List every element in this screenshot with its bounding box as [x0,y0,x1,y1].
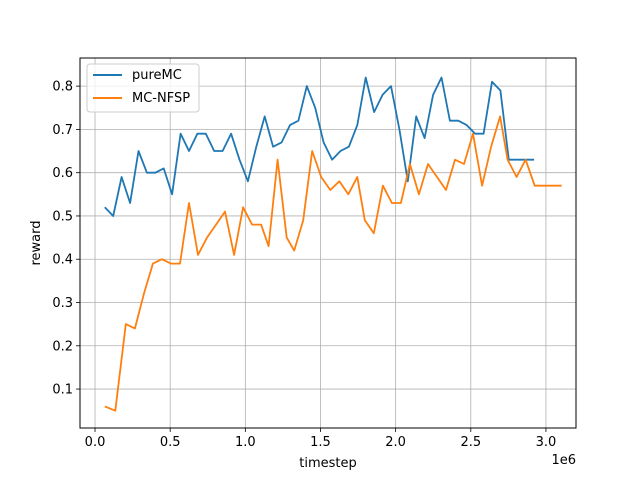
series-layer [104,76,562,412]
legend: pureMC MC-NFSP [86,63,200,113]
x-axis-label: timestep [299,456,357,471]
y-tick-label: 0.8 [52,80,73,95]
x-tick-label: 1.0 [235,435,256,450]
x-axis-ticks: 0.0 0.5 1.0 1.5 2.0 2.5 3.0 [85,428,557,450]
x-tick-label: 0.0 [85,435,106,450]
series-line-pureMC [104,76,535,217]
x-tick-label: 0.5 [160,435,181,450]
gridlines [80,58,576,428]
x-tick-label: 2.0 [385,435,406,450]
y-tick-label: 0.2 [52,339,73,354]
x-tick-label: 1.5 [310,435,331,450]
y-axis-ticks: 0.1 0.2 0.3 0.4 0.5 0.6 0.7 0.8 [52,80,80,398]
y-tick-label: 0.6 [52,166,73,181]
y-tick-label: 0.1 [52,383,73,398]
plot-area [80,58,576,428]
series-line-MC-NFSP [104,115,562,412]
legend-label-pureMC: pureMC [132,68,182,83]
plot-frame [79,57,577,429]
y-tick-label: 0.4 [52,253,73,268]
x-tick-label: 2.5 [460,435,481,450]
legend-label-MC-NFSP: MC-NFSP [132,91,190,106]
x-axis-offset-label: 1e6 [551,453,576,468]
y-tick-label: 0.3 [52,296,73,311]
x-tick-label: 3.0 [536,435,557,450]
y-tick-label: 0.7 [52,123,73,138]
y-tick-label: 0.5 [52,209,73,224]
y-axis-label: reward [29,220,44,265]
